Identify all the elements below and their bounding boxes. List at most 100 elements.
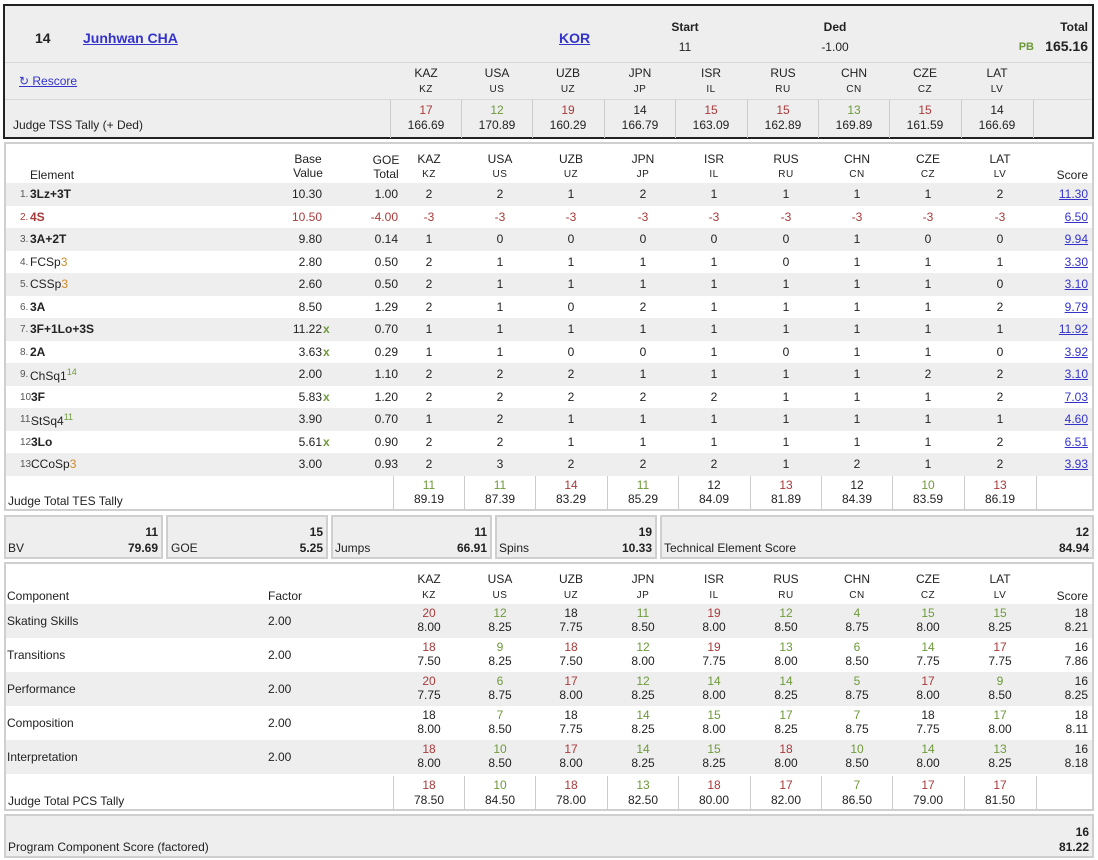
- base-value: 5.83: [298, 389, 322, 404]
- judge-mark: 8.00: [631, 654, 655, 668]
- jumps-box: 11 Jumps 66.91: [331, 515, 492, 559]
- judge-goe: 1: [639, 412, 647, 426]
- element-number: 12.: [20, 436, 34, 448]
- factor-col-header: Factor: [268, 589, 303, 603]
- pcs-score: 84.50: [484, 793, 516, 807]
- element-level: 3: [61, 277, 69, 291]
- judge-mark: 8.00: [702, 620, 726, 634]
- judge-goe: 1: [853, 412, 861, 426]
- component-score: 8.21: [1064, 620, 1088, 634]
- tss-rank: 15: [704, 103, 718, 117]
- judge-goe: 2: [425, 299, 433, 314]
- element-score-link[interactable]: 3.10: [1064, 277, 1088, 291]
- pcs-tally-divider: [678, 776, 679, 810]
- element-score-link[interactable]: 11.30: [1058, 187, 1088, 201]
- table-row: 7. 3F+1Lo+3S 11.22 x 0.70 1 1 1 1 1 1 1 1 1 11.92: [6, 318, 1092, 341]
- judge-code-LV: LV: [993, 169, 1007, 180]
- judge-rank: 19: [707, 640, 721, 654]
- judge-goe: 2: [996, 299, 1004, 314]
- component-factor: 2.00: [268, 750, 292, 764]
- pcs-rank: 10: [493, 778, 507, 792]
- judge-mark: 8.25: [631, 688, 655, 702]
- element-score-link[interactable]: 9.94: [1064, 232, 1088, 246]
- judge-rank: 14: [707, 674, 721, 688]
- judge-rank: 18: [422, 708, 436, 722]
- judge-goe: 1: [496, 299, 504, 314]
- tss-rank: 13: [847, 103, 861, 117]
- judge-goe: 2: [425, 457, 433, 471]
- element-name: 3A: [30, 300, 45, 314]
- judge-name-LV: LAT: [989, 152, 1011, 166]
- judge-name-CZ: CZE: [913, 66, 937, 80]
- goe-total: 0.50: [374, 254, 398, 269]
- judge-rank: 6: [853, 640, 861, 654]
- element-score-link[interactable]: 6.51: [1064, 434, 1088, 449]
- judge-rank: 18: [921, 708, 935, 722]
- judge-goe: 1: [710, 322, 718, 336]
- judge-mark: 8.00: [916, 688, 940, 702]
- element-score-link[interactable]: 6.50: [1064, 209, 1088, 224]
- base-value: 2.00: [298, 367, 322, 381]
- goe-total: 1.29: [374, 299, 398, 314]
- tss-tally-divider: [390, 100, 391, 138]
- judge-goe: 1: [853, 322, 861, 336]
- element-score-link[interactable]: 3.93: [1064, 457, 1088, 471]
- element-score-link[interactable]: 4.60: [1064, 412, 1088, 426]
- judge-rank: 6: [496, 674, 504, 688]
- element-score-link[interactable]: 7.03: [1064, 389, 1088, 404]
- judge-goe: 1: [567, 277, 575, 291]
- bonus-marker: x: [323, 344, 330, 359]
- judge-goe: 1: [567, 434, 575, 449]
- tes-label: Technical Element Score: [664, 541, 797, 555]
- pcs-score: 79.00: [912, 793, 944, 807]
- pcs-score: 78.50: [413, 793, 445, 807]
- table-row: 3. 3A+2T 9.80 0.14 1 0 0 0 0 0 1 0 0 9.94: [6, 228, 1092, 251]
- judge-mark: 8.00: [916, 756, 940, 770]
- element-score-link[interactable]: 11.92: [1058, 322, 1088, 336]
- skater-name-link[interactable]: Junhwan CHA: [83, 30, 178, 46]
- tss-score: 166.69: [407, 118, 445, 132]
- element-number: 6.: [20, 301, 29, 313]
- tss-rank: 14: [990, 103, 1004, 117]
- element-score-link[interactable]: 3.10: [1064, 367, 1088, 381]
- element-score-link[interactable]: 3.92: [1064, 344, 1088, 359]
- element-score-link[interactable]: 3.30: [1064, 254, 1088, 269]
- goe-total: 0.50: [374, 277, 398, 291]
- judge-name-IL: ISR: [703, 572, 724, 586]
- tes-rank: 11: [636, 478, 650, 492]
- tss-tally-divider: [675, 100, 676, 138]
- element-name: FCSp3: [30, 255, 67, 269]
- judge-goe: 1: [924, 389, 932, 404]
- judge-goe: 1: [710, 434, 718, 449]
- element-code: 3A: [30, 299, 46, 314]
- judge-goe: 1: [496, 254, 504, 269]
- judge-rank: 18: [422, 640, 436, 654]
- judge-rank: 17: [921, 674, 935, 688]
- judge-rank: 7: [496, 708, 504, 722]
- judge-goe: 1: [924, 457, 932, 471]
- component-name: Interpretation: [7, 750, 78, 764]
- base-value: 3.63: [298, 344, 322, 359]
- tes-rank: 13: [779, 478, 793, 492]
- nation-link[interactable]: KOR: [559, 30, 591, 46]
- judge-goe: 2: [996, 457, 1004, 471]
- judge-goe: 1: [425, 322, 433, 336]
- judge-goe: -3: [637, 209, 649, 224]
- rescore-link[interactable]: ↻ Rescore: [19, 74, 78, 88]
- judge-goe: 0: [782, 254, 790, 269]
- element-code: ChSq1: [30, 369, 67, 383]
- judge-goe: 0: [639, 232, 647, 246]
- element-number: 10.: [20, 391, 34, 403]
- judge-name-CZ: CZE: [916, 572, 940, 586]
- element-score-link[interactable]: 9.79: [1064, 299, 1088, 314]
- judge-mark: 8.00: [417, 620, 441, 634]
- pcs-score: 78.00: [555, 793, 587, 807]
- judge-rank: 15: [707, 708, 721, 722]
- tes-score: 85.29: [627, 492, 659, 506]
- component-row: Interpretation 2.00 18 8.00 10 8.50 17 8.00 14 8.…: [6, 740, 1092, 774]
- pcs-rank: 17: [993, 778, 1007, 792]
- element-code: FCSp: [30, 254, 61, 269]
- tss-rank: 14: [633, 103, 647, 117]
- judge-name-LV: LAT: [989, 572, 1011, 586]
- judge-goe: 1: [567, 254, 575, 269]
